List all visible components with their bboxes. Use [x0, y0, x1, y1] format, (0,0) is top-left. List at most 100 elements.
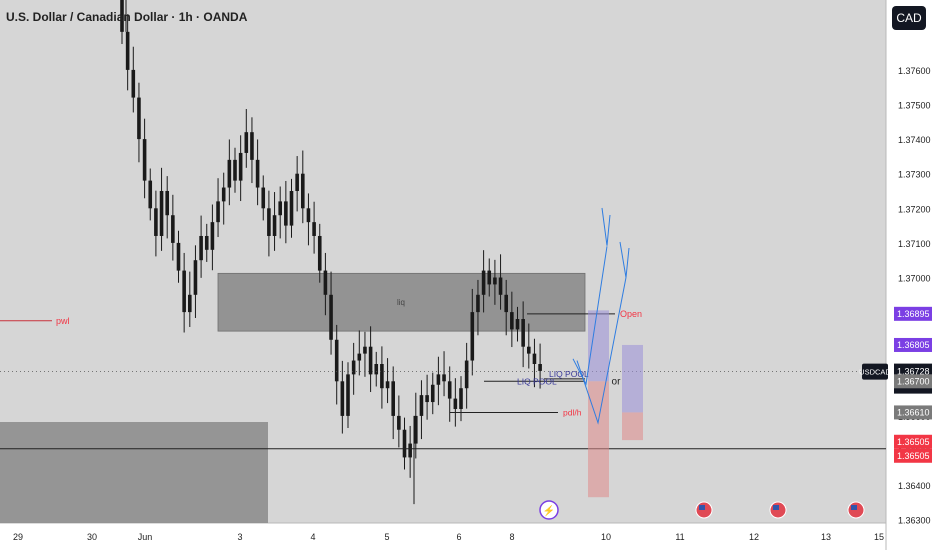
candle-body	[402, 429, 407, 458]
candle-body	[447, 381, 452, 399]
candle-body	[250, 132, 254, 160]
candle-body	[244, 132, 249, 153]
price-tick-label: 1.37400	[898, 135, 931, 145]
price-badge	[894, 448, 932, 463]
projection-arrow-2	[576, 277, 627, 425]
us-flag-canton	[699, 505, 705, 510]
pdl-label: pdl/h	[563, 407, 582, 417]
time-tick-label: 4	[310, 532, 315, 542]
position-loss-1	[588, 381, 609, 498]
candle-body	[301, 173, 305, 209]
price-tick-label: 1.37200	[898, 204, 931, 214]
price-tick-label: 1.37300	[898, 170, 931, 180]
lightning-event-icon[interactable]	[539, 500, 559, 520]
candle-body	[255, 159, 260, 188]
symbol-badge	[862, 363, 888, 380]
candle-body	[120, 0, 124, 32]
candle-body	[521, 319, 525, 347]
price-badge	[894, 405, 932, 420]
candle-body	[419, 395, 424, 416]
price-tick-label: 1.37100	[898, 239, 931, 249]
currency-button[interactable]: CAD	[892, 6, 926, 30]
demand-zone	[0, 422, 268, 523]
candle-body	[515, 319, 520, 330]
candle-body	[267, 208, 271, 236]
price-tick-label: 1.37600	[898, 66, 931, 76]
candle-body	[363, 346, 367, 354]
candle-body	[148, 180, 153, 209]
candle-body	[334, 339, 339, 382]
candle-body	[430, 384, 435, 403]
candle-body	[221, 187, 226, 202]
candle-body	[176, 242, 181, 271]
time-tick-label: 3	[237, 532, 242, 542]
candle-body	[159, 191, 164, 236]
candle-body	[453, 398, 458, 409]
us-flag-canton	[851, 505, 857, 510]
position-profit-1	[588, 310, 609, 382]
candle-body	[368, 346, 373, 375]
projection-arrow-1	[572, 246, 608, 386]
candle-body	[261, 187, 266, 209]
price-badge-label: 1.36895	[897, 309, 930, 319]
price-tick-label: 1.36300	[898, 516, 931, 526]
price-tick-label: 1.37500	[898, 101, 931, 111]
time-tick-label: 13	[821, 532, 831, 542]
symbol-title: U.S. Dollar / Canadian Dollar · 1h · OAN…	[6, 10, 248, 24]
candle-body	[414, 415, 418, 444]
candle-body	[272, 215, 277, 236]
candle-body	[165, 191, 169, 216]
candle-body	[289, 191, 294, 226]
time-tick-label: 8	[509, 532, 514, 542]
price-tick-label: 1.37000	[898, 274, 931, 284]
time-tick-label: 5	[384, 532, 389, 542]
candle-body	[487, 270, 492, 285]
candle-body	[238, 152, 243, 181]
candle-body	[436, 374, 441, 385]
candle-body	[476, 294, 480, 313]
candle-body	[295, 173, 299, 191]
candle-body	[171, 215, 175, 243]
time-tick-label: 6	[456, 532, 461, 542]
candle-body	[323, 270, 328, 295]
candle-body	[464, 360, 469, 389]
candle-body	[459, 388, 463, 409]
candle-body	[154, 208, 158, 236]
candle-body	[329, 294, 333, 340]
candle-body	[351, 360, 356, 375]
candle-body	[137, 97, 141, 140]
liq-pool-label-1: LIQ POOL	[549, 369, 589, 379]
open-label: Open	[620, 309, 642, 319]
candle-body	[284, 201, 288, 226]
price-badge-label: 1.36505	[897, 451, 930, 461]
position-profit-2	[622, 344, 643, 413]
candle-body	[374, 364, 379, 375]
candle-body	[493, 277, 497, 285]
price-badge-label: 1.36505	[897, 437, 930, 447]
lightning-glyph: ⚡	[543, 504, 555, 517]
time-tick-label: 11	[675, 532, 684, 542]
time-tick-label: 30	[87, 532, 97, 542]
price-badge	[894, 337, 932, 352]
candle-body	[397, 415, 401, 430]
candle-body	[188, 294, 192, 313]
candle-body	[538, 364, 542, 371]
price-badge-label: 1.36805	[897, 340, 930, 350]
candle-body	[227, 159, 232, 188]
time-axis-background	[0, 523, 886, 550]
price-badge	[894, 434, 932, 449]
or-label: or	[612, 376, 622, 387]
position-loss-2	[622, 412, 643, 441]
arrowhead-2	[619, 241, 630, 278]
time-tick-label: Jun	[138, 532, 153, 542]
candle-body	[408, 443, 412, 458]
us-flag-canton	[773, 505, 779, 510]
price-badge-label: 1.36610	[897, 407, 930, 417]
symbol-badge-label: USDCAD	[859, 368, 891, 377]
last-price-label: 1.36728	[897, 367, 930, 377]
candle-body	[346, 374, 350, 416]
candle-body	[532, 353, 537, 364]
candle-body	[233, 159, 237, 181]
